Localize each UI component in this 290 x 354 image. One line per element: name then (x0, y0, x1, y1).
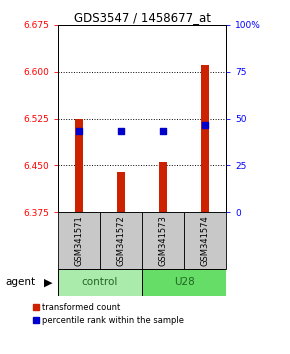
FancyBboxPatch shape (142, 269, 226, 296)
Bar (159, 162, 167, 212)
Text: ▶: ▶ (44, 277, 52, 287)
Legend: transformed count, percentile rank within the sample: transformed count, percentile rank withi… (33, 303, 184, 325)
Text: GSM341574: GSM341574 (201, 215, 210, 266)
Point (203, 122, 208, 128)
FancyBboxPatch shape (184, 212, 226, 269)
Point (161, 128, 165, 134)
FancyBboxPatch shape (100, 212, 142, 269)
Text: U28: U28 (174, 277, 195, 287)
Bar (75, 119, 83, 212)
Text: agent: agent (6, 277, 36, 287)
Point (119, 128, 124, 134)
Text: GSM341571: GSM341571 (75, 215, 84, 266)
Point (77, 128, 81, 134)
FancyBboxPatch shape (142, 212, 184, 269)
Text: GSM341572: GSM341572 (117, 215, 126, 266)
Bar (201, 65, 209, 212)
Bar (117, 172, 125, 212)
FancyBboxPatch shape (58, 212, 100, 269)
Text: control: control (82, 277, 118, 287)
Title: GDS3547 / 1458677_at: GDS3547 / 1458677_at (74, 11, 211, 24)
Text: GSM341573: GSM341573 (159, 215, 168, 266)
FancyBboxPatch shape (58, 269, 142, 296)
